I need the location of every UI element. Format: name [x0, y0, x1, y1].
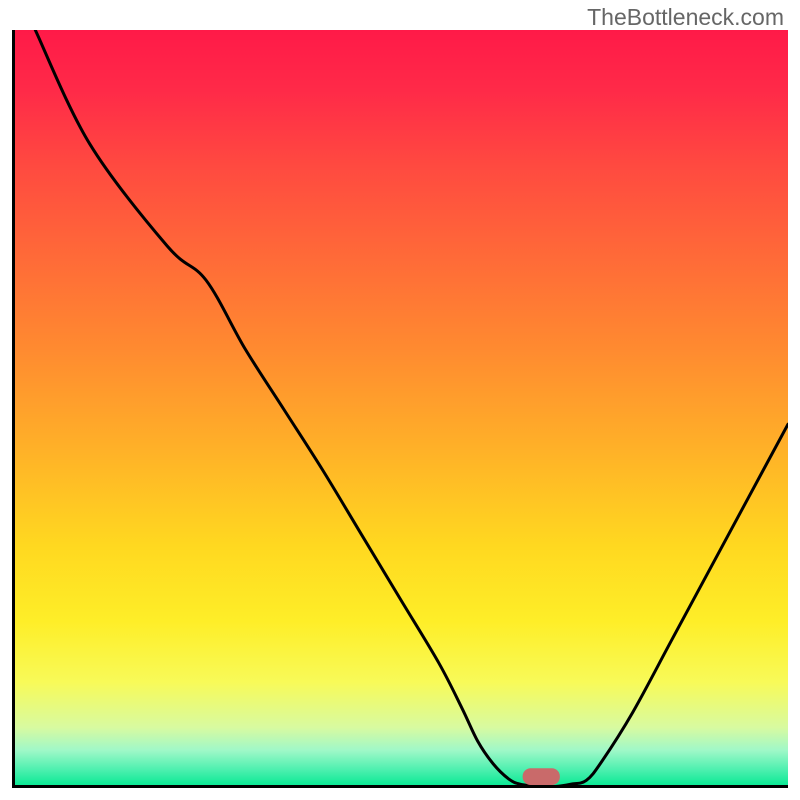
- gradient-background: [12, 30, 788, 788]
- chart-inner: [12, 30, 788, 788]
- bottleneck-chart: [12, 30, 788, 788]
- watermark-text: TheBottleneck.com: [587, 4, 784, 31]
